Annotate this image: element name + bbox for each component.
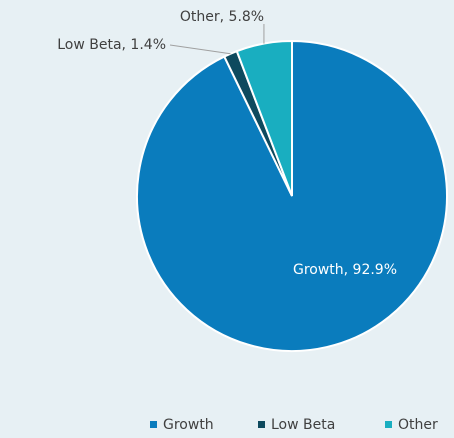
legend-label: Other xyxy=(398,417,438,433)
pie-slice xyxy=(136,39,448,352)
data-label: Low Beta, 1.4% xyxy=(57,37,166,53)
pie-slice xyxy=(235,39,293,197)
legend-swatch xyxy=(150,421,157,428)
legend-swatch xyxy=(385,421,392,428)
leader-line xyxy=(169,44,231,55)
legend-swatch xyxy=(258,421,265,428)
data-label: Growth, 92.9% xyxy=(293,262,397,278)
legend-label: Growth xyxy=(163,417,214,433)
legend-label: Low Beta xyxy=(271,417,335,433)
data-label: Other, 5.8% xyxy=(180,9,264,25)
